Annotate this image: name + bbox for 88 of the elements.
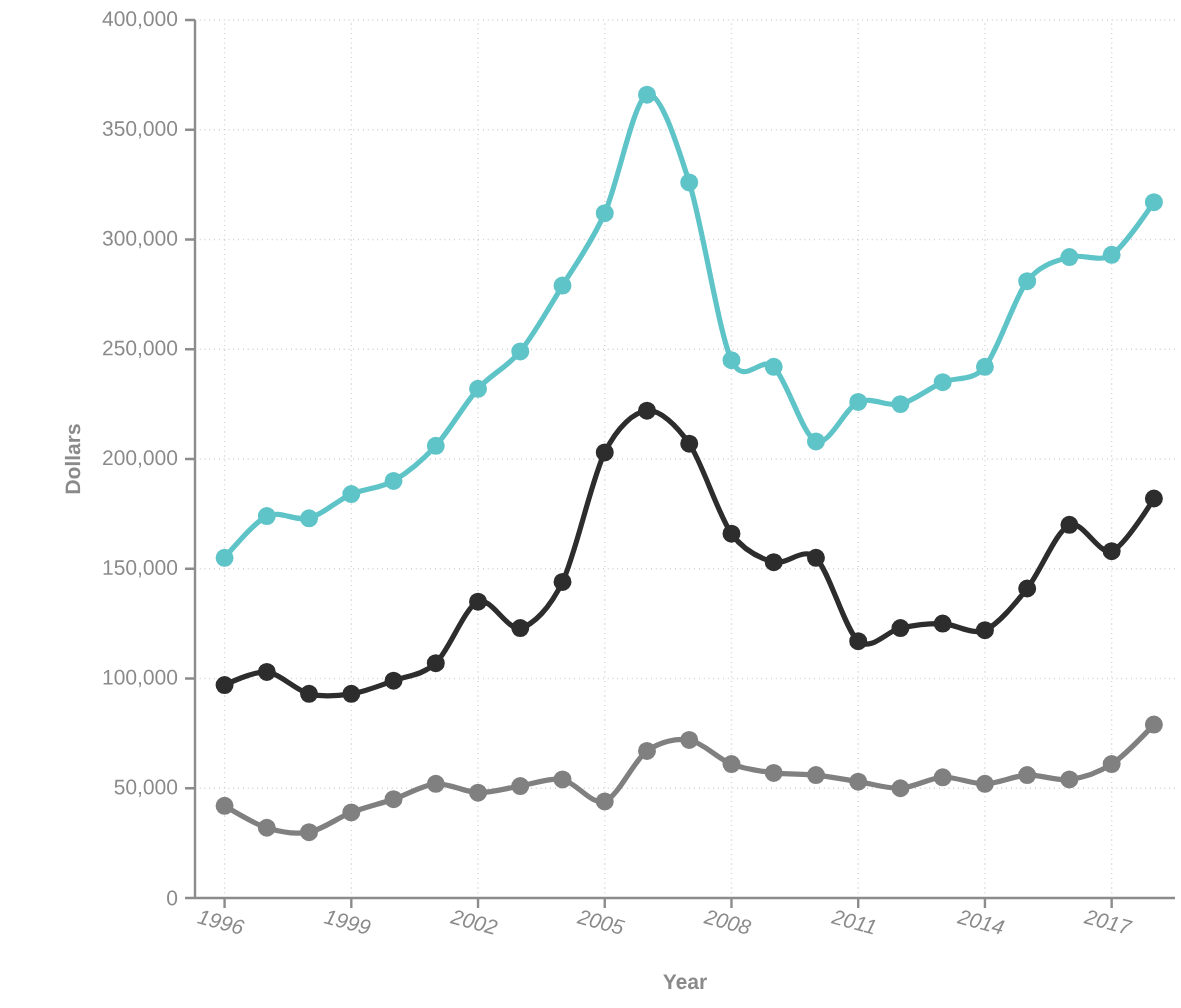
y-tick-label: 50,000 xyxy=(114,779,178,797)
point xyxy=(257,507,276,526)
point xyxy=(806,766,825,785)
point xyxy=(511,342,530,361)
point xyxy=(975,357,994,376)
point xyxy=(933,614,952,633)
point xyxy=(1018,766,1037,785)
point xyxy=(891,779,910,798)
point xyxy=(257,662,276,681)
y-tick-label: 400,000 xyxy=(102,11,178,29)
point xyxy=(511,619,530,638)
point xyxy=(806,548,825,567)
point xyxy=(1102,245,1121,264)
point xyxy=(680,173,699,192)
point xyxy=(300,509,319,528)
point xyxy=(849,772,868,791)
point xyxy=(975,621,994,640)
point xyxy=(1144,715,1163,734)
point xyxy=(637,85,656,104)
point xyxy=(637,401,656,420)
x-axis-title: Year xyxy=(663,974,707,990)
point xyxy=(300,684,319,703)
y-tick-label: 100,000 xyxy=(103,669,178,688)
point xyxy=(215,676,234,695)
point xyxy=(933,768,952,787)
y-tick-label: 150,000 xyxy=(103,560,178,578)
point xyxy=(1060,515,1079,534)
point xyxy=(469,783,488,802)
point xyxy=(384,671,403,690)
point xyxy=(1102,755,1121,774)
point xyxy=(553,276,572,295)
point xyxy=(637,741,656,760)
point xyxy=(595,792,614,811)
point xyxy=(595,204,614,223)
point xyxy=(722,755,741,774)
point xyxy=(426,436,445,455)
x-tick-label: 1996 xyxy=(196,910,245,934)
point xyxy=(1144,489,1163,508)
point xyxy=(1144,193,1163,212)
point xyxy=(764,553,783,572)
point xyxy=(426,654,445,673)
point xyxy=(1060,248,1079,267)
y-tick-label: 200,000 xyxy=(103,450,178,468)
point xyxy=(342,485,361,504)
point xyxy=(553,572,572,591)
point xyxy=(469,379,488,398)
point xyxy=(1018,272,1037,291)
point xyxy=(933,373,952,392)
y-tick-label: 350,000 xyxy=(102,121,178,139)
point xyxy=(680,730,699,749)
point xyxy=(215,796,234,815)
point xyxy=(849,632,868,651)
point xyxy=(257,818,276,837)
point xyxy=(426,774,445,793)
point xyxy=(469,592,488,611)
y-axis-title: Dollars xyxy=(64,424,81,494)
point xyxy=(764,763,783,782)
point xyxy=(384,471,403,490)
x-tick-label: 2002 xyxy=(449,910,498,935)
point xyxy=(849,392,868,411)
point xyxy=(300,823,319,842)
x-tick-label: 2014 xyxy=(956,910,1005,935)
point xyxy=(680,434,699,453)
x-tick-label: 2011 xyxy=(830,910,876,935)
point xyxy=(1018,579,1037,598)
point xyxy=(722,524,741,543)
point xyxy=(722,351,741,370)
x-tick-label: 2008 xyxy=(703,910,752,934)
point xyxy=(764,357,783,376)
point xyxy=(384,790,403,809)
point xyxy=(215,548,234,567)
point xyxy=(553,770,572,789)
y-tick-label: 300,000 xyxy=(102,230,178,249)
point xyxy=(891,395,910,414)
x-tick-label: 2005 xyxy=(576,910,626,934)
point xyxy=(1102,542,1121,561)
point xyxy=(342,803,361,822)
point xyxy=(1060,770,1079,789)
point xyxy=(975,774,994,793)
x-tick-label: 2017 xyxy=(1083,910,1133,934)
point xyxy=(891,619,910,638)
point xyxy=(595,443,614,462)
y-tick-label: 0 xyxy=(167,890,178,906)
x-tick-label: 1999 xyxy=(323,910,371,934)
point xyxy=(511,777,530,796)
y-tick-label: 250,000 xyxy=(103,340,178,358)
point xyxy=(342,684,361,703)
point xyxy=(806,432,825,451)
